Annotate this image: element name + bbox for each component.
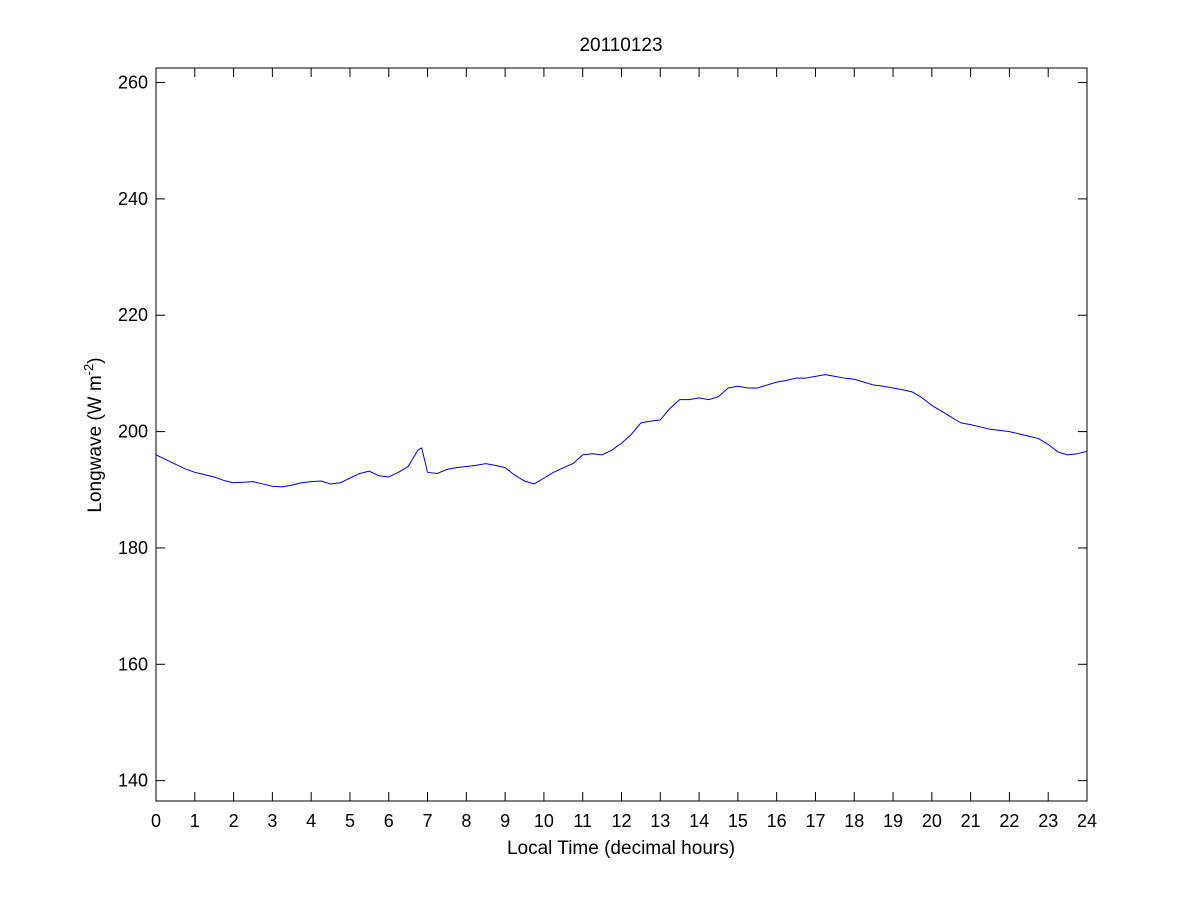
x-tick-label: 6 [384,811,394,831]
x-tick-label: 15 [728,811,748,831]
x-tick-label: 8 [461,811,471,831]
x-tick-label: 4 [306,811,316,831]
y-tick-label: 140 [118,771,148,791]
plot-background [156,68,1087,801]
x-tick-label: 0 [151,811,161,831]
x-tick-label: 24 [1077,811,1097,831]
series-layer [155,374,1088,488]
x-tick-label: 5 [345,811,355,831]
x-tick-label: 17 [805,811,825,831]
tick-layer: 0 1 2 3 4 5 6 7 8 9 10 11 12 13 14 15 16 17 18 19 20 21 22 23 24… [118,68,1097,831]
axes-box [155,67,1088,802]
x-tick-label: 10 [534,811,554,831]
y-tick-label: 160 [118,654,148,674]
chart-title: 20110123 [579,35,662,56]
x-tick-label: 1 [190,811,200,831]
x-tick-label: 12 [611,811,631,831]
x-tick-label: 23 [1038,811,1058,831]
x-tick-label: 2 [229,811,239,831]
x-tick-label: 7 [423,811,433,831]
x-axis-label: Local Time (decimal hours) [507,838,735,859]
y-axis-label-main: Longwave (W m [85,375,106,512]
x-tick-label: 19 [883,811,903,831]
y-tick-label: 220 [118,305,148,325]
y-tick-label: 180 [118,538,148,558]
x-tick-label: 3 [267,811,277,831]
y-tick-label: 200 [118,422,148,442]
x-tick-label: 21 [961,811,981,831]
x-tick-label: 11 [573,811,592,831]
x-tick-label: 18 [844,811,864,831]
y-tick-label: 260 [118,73,148,93]
y-axis-label-close: ) [85,357,106,363]
x-tick-label: 13 [650,811,670,831]
y-axis-label-superscript: -2 [81,364,96,376]
x-tick-label: 9 [500,811,510,831]
x-tick-label: 22 [999,811,1019,831]
x-tick-label: 14 [689,811,709,831]
series-line [155,374,1088,488]
plot-area [156,68,1087,801]
x-tick-label: 16 [767,811,787,831]
y-tick-label: 240 [118,189,148,209]
x-tick-label: 20 [922,811,942,831]
y-axis-label: Longwave (W m-2) [81,357,106,512]
